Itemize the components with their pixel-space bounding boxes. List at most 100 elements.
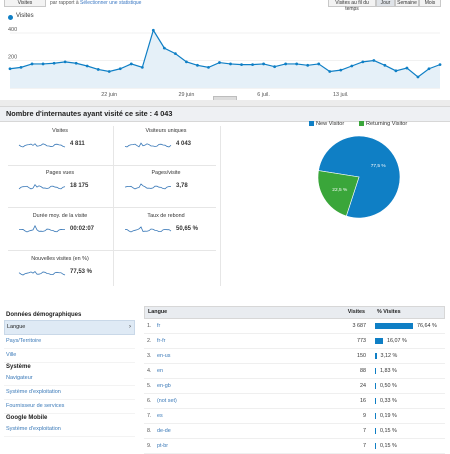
language-link[interactable]: es [157,413,163,419]
data-point [262,62,265,66]
metric-name: Nouvelles visites (en %) [31,256,89,262]
language-link[interactable]: de-de [157,428,171,434]
top-controls: Visites par rapport à Sélectionner une s… [0,0,450,12]
data-point [240,63,243,67]
pct-value: 3,12 % [380,353,398,359]
row-number: 8. [147,428,152,434]
data-point [372,59,376,62]
row-number: 5. [147,383,152,389]
row-number: 7. [147,413,152,419]
dimension-language[interactable]: Langue › [4,320,135,335]
visits-value: 773 [357,338,366,344]
legend-swatch [309,121,314,127]
series-area [10,30,440,88]
dimension-os[interactable]: Système d'exploitation [4,386,135,400]
sparkline-path [18,270,66,276]
visits-value: 3 687 [352,323,367,329]
section-heading: Données démographiques [6,312,82,318]
data-point [394,69,398,73]
week-button[interactable]: Semaine [395,0,419,7]
metric-value: 00:02:07 [70,226,95,232]
data-point [251,63,254,67]
day-button[interactable]: Jour [376,0,395,7]
pct-bar [375,428,376,434]
data-point [185,60,188,64]
language-link[interactable]: fr-fr [157,338,166,344]
dimension-label: Langue [7,324,26,330]
language-link[interactable]: en [157,368,163,374]
table-row[interactable]: 9. pt-br 7 0,15 % [144,439,445,454]
pct-bar [375,323,413,329]
metric-pages-per-visit[interactable]: Pages/visite 3,78 [120,170,212,200]
data-point [107,70,111,73]
dimension-isp[interactable]: Fournisseur de services [4,400,135,414]
table-row[interactable]: 5. en-gb 24 0,50 % [144,379,445,394]
data-point [306,63,310,67]
divider [8,165,216,166]
dimension-country[interactable]: Pays/Territoire [4,335,135,349]
metric-bounce-rate[interactable]: Taux de rebond 50,65 % [120,213,212,243]
divider [8,250,216,251]
legend-label: New Visitor [316,121,345,127]
data-point [129,62,133,66]
language-table: Langue Visites % Visites 1. fr 3 687 76,64 … [144,306,445,454]
visits-value: 24 [360,383,366,389]
pct-bar [375,353,377,359]
metric-name: Taux de rebond [147,213,185,219]
metric-visits[interactable]: Visites 4 811 [14,128,106,158]
table-row[interactable]: 4. en 88 1,83 % [144,364,445,379]
data-point [284,62,288,66]
metric-value: 77,53 % [70,269,93,275]
dimension-mobile-os[interactable]: Système d'exploitation [4,423,135,437]
language-link[interactable]: en-us [157,353,171,359]
metric-value: 3,78 [176,183,188,189]
header-visits[interactable]: Visites [347,309,365,315]
metric-pageviews[interactable]: Pages vues 18 175 [14,170,106,200]
language-link[interactable]: fr [157,323,161,329]
dimension-city[interactable]: Ville [4,349,135,363]
metric-avg-duration[interactable]: Durée moy. de la visite 00:02:07 [14,213,106,243]
pct-bar [375,443,376,449]
metric-unique-visitors[interactable]: Visiteurs uniques 4 043 [120,128,212,158]
table-row[interactable]: 6. (not set) 16 0,33 % [144,394,445,409]
metric-name: Pages/visite [151,170,181,176]
language-link[interactable]: en-gb [157,383,171,389]
dimension-browser[interactable]: Navigateur [4,372,135,386]
data-point [405,66,409,70]
table-row[interactable]: 1. fr 3 687 76,64 % [144,319,445,334]
pie-legend-new: New Visitor [309,121,344,127]
x-tick-label: 13 juil. [333,92,349,98]
table-row[interactable]: 2. fr-fr 773 16,07 % [144,334,445,349]
language-link[interactable]: (not set) [157,398,177,404]
sparkline [18,143,66,148]
data-point [140,65,144,69]
metric-name: Durée moy. de la visite [32,213,88,219]
table-row[interactable]: 3. en-us 150 3,12 % [144,349,445,364]
metric-select[interactable]: Visites [4,0,46,7]
sparkline [124,142,172,148]
view-over-time-button[interactable]: Visites au fil du temps [328,0,376,12]
sparkline-path [18,183,66,190]
data-point [52,61,56,65]
language-link[interactable]: pt-br [157,443,169,449]
month-button[interactable]: Mois [419,0,441,7]
visits-value: 7 [363,443,366,449]
data-point [41,62,45,66]
visits-value: 9 [363,413,366,419]
pie-legend-returning: Returning Visitor [359,121,407,127]
table-row[interactable]: 8. de-de 7 0,15 % [144,424,445,439]
row-number: 4. [147,368,152,374]
compare-metric-link[interactable]: Sélectionner une statistique [80,0,142,6]
divider [220,126,221,286]
compare-links: par rapport à Sélectionner une statistiq… [50,0,141,6]
metric-name: Visites [52,128,68,134]
pct-value: 76,64 % [417,323,437,329]
data-point [383,63,387,67]
metric-new-visits[interactable]: Nouvelles visites (en %) 77,53 % [14,256,106,286]
table-row[interactable]: 7. es 9 0,19 % [144,409,445,424]
data-point [350,64,354,68]
pie-slice-returning [317,170,360,217]
pct-bar [375,383,376,389]
data-point [96,68,100,71]
compare-text: par rapport à [50,0,79,6]
